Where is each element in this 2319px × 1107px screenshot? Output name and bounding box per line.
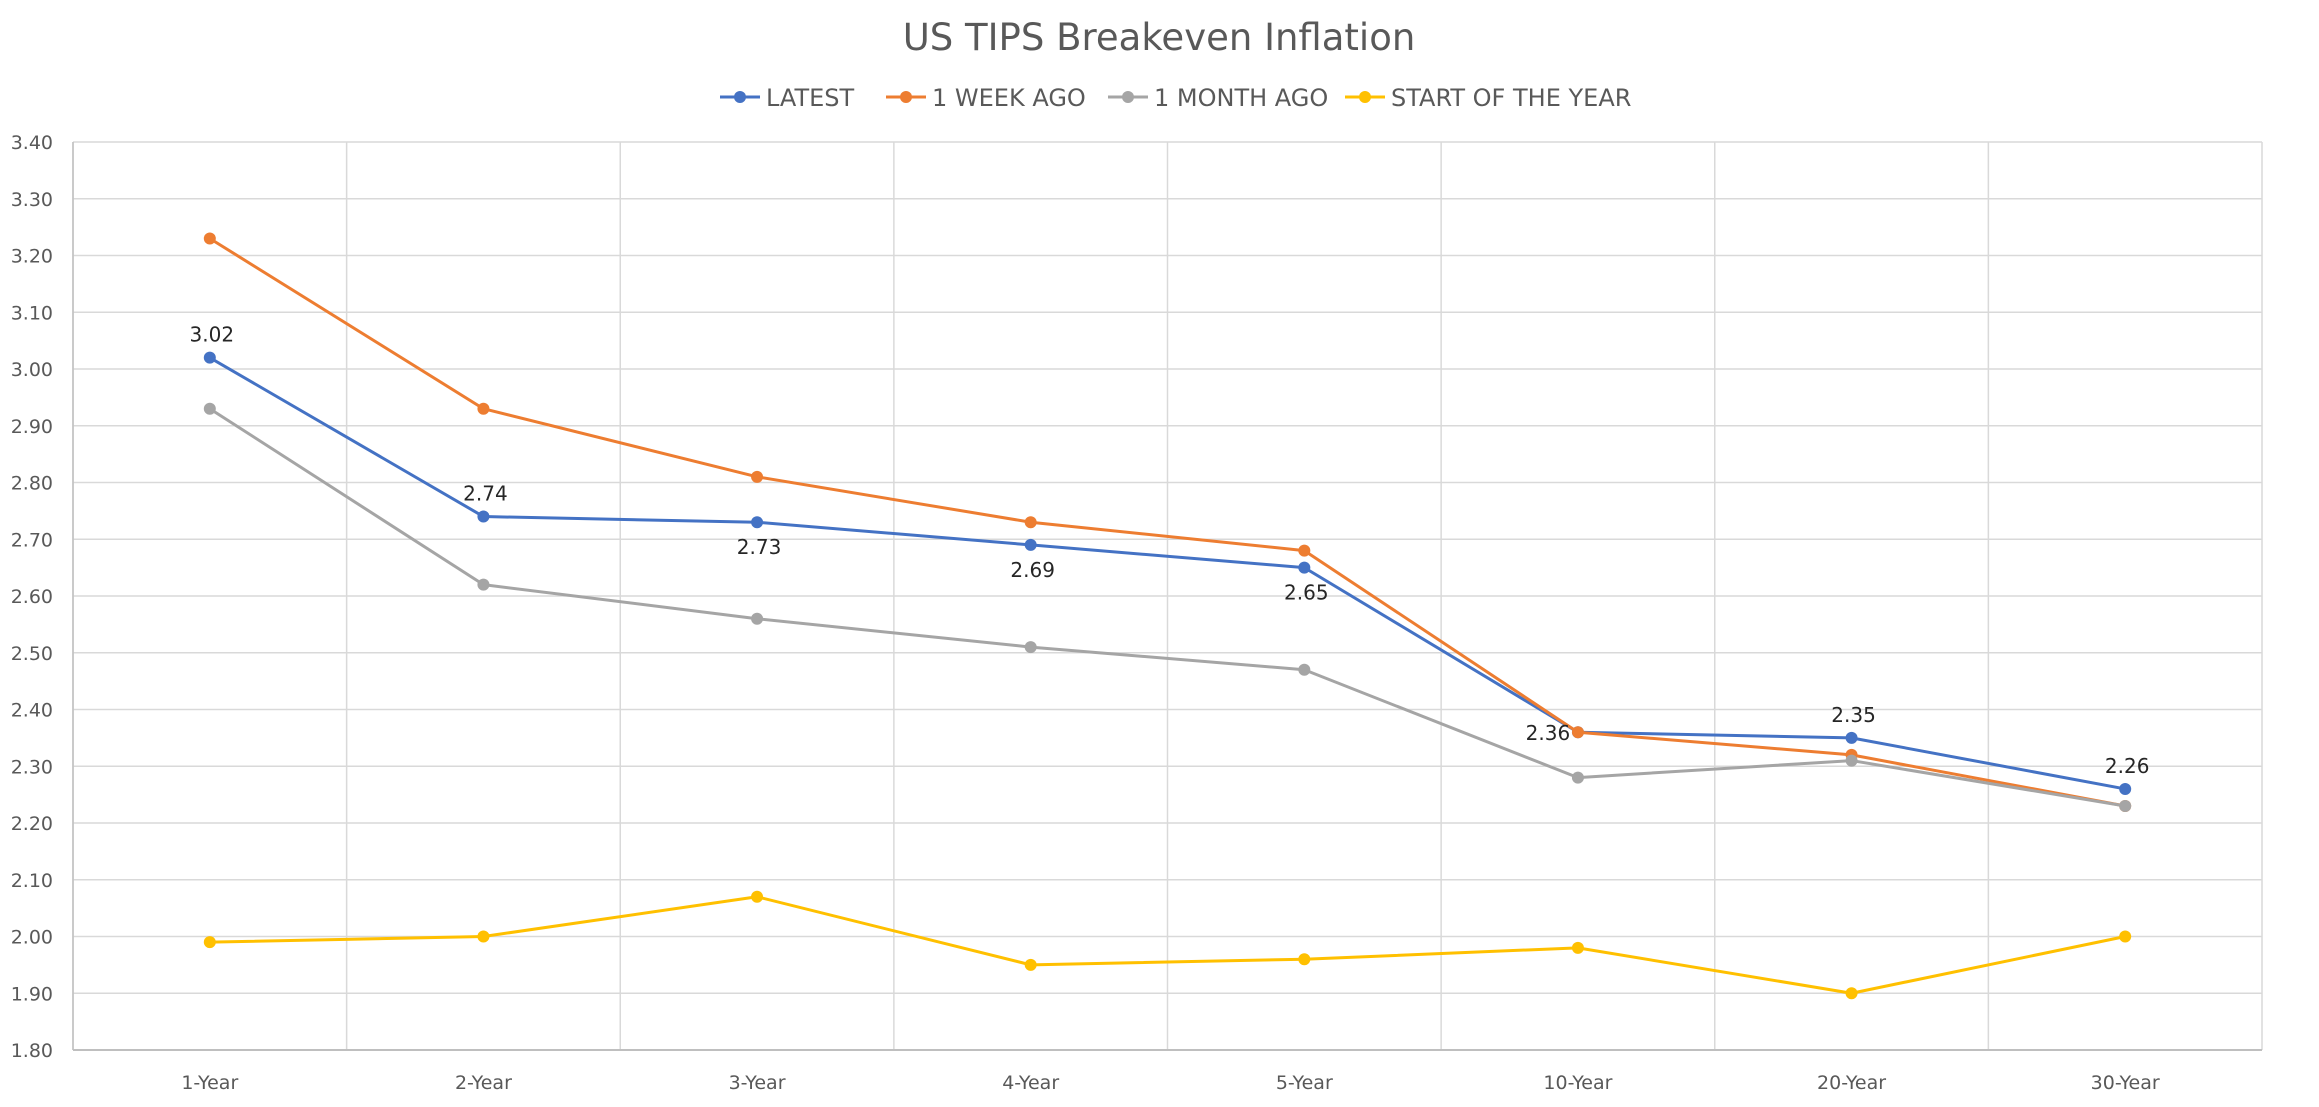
data-point [1845, 754, 1858, 767]
data-label: 2.74 [463, 482, 508, 506]
legend-marker [1359, 91, 1371, 103]
data-labels: 3.02 2.74 2.73 2.69 2.65 2.36 2.35 2.26 [190, 323, 2150, 778]
data-point [1024, 958, 1037, 971]
data-point [751, 890, 764, 903]
data-label: 2.35 [1831, 703, 1876, 727]
y-tick-label: 2.40 [11, 700, 53, 722]
legend-label: START OF THE YEAR [1391, 84, 1631, 112]
y-tick-label: 3.00 [11, 359, 53, 381]
x-tick-label: 30-Year [2091, 1072, 2160, 1094]
data-point [1298, 544, 1311, 557]
data-point [1571, 771, 1584, 784]
y-tick-label: 2.10 [11, 870, 53, 892]
x-axis-ticks: 1-Year 2-Year 3-Year 4-Year 5-Year 10-Year 20-… [181, 1072, 2160, 1094]
data-point [203, 936, 216, 949]
y-axis-ticks: 1.80 1.90 2.00 2.10 2.20 2.30 2.40 2.50 2.60 2.70… [11, 132, 53, 1062]
data-label: 2.26 [2105, 754, 2150, 778]
data-point [751, 612, 764, 625]
data-point [2119, 799, 2132, 812]
y-tick-label: 1.80 [11, 1040, 53, 1062]
data-point [477, 402, 490, 415]
y-tick-label: 2.60 [11, 586, 53, 608]
y-tick-label: 1.90 [11, 983, 53, 1005]
legend-label: 1 WEEK AGO [932, 84, 1086, 112]
data-point [2119, 782, 2132, 795]
x-tick-label: 20-Year [1817, 1072, 1886, 1094]
chart-title: US TIPS Breakeven Inflation [903, 16, 1416, 59]
data-label: 2.73 [737, 535, 782, 559]
data-label: 2.36 [1526, 721, 1571, 745]
series-start-of-the-year [203, 890, 2132, 1000]
data-point [1298, 953, 1311, 966]
series-1-month-ago [203, 402, 2132, 812]
data-point [203, 351, 216, 364]
legend-marker [900, 91, 912, 103]
y-tick-label: 2.70 [11, 529, 53, 551]
legend-item: LATEST [720, 84, 855, 112]
data-point [1845, 731, 1858, 744]
data-point [203, 402, 216, 415]
data-point [1571, 941, 1584, 954]
y-tick-label: 2.20 [11, 813, 53, 835]
data-point [1571, 726, 1584, 739]
data-point [203, 232, 216, 245]
x-tick-label: 3-Year [729, 1072, 786, 1094]
series-line [208, 356, 2127, 791]
data-point [1024, 538, 1037, 551]
data-point [477, 510, 490, 523]
y-tick-label: 2.00 [11, 927, 53, 949]
legend-marker [734, 91, 746, 103]
data-point [1024, 641, 1037, 654]
y-tick-label: 2.30 [11, 756, 53, 778]
x-tick-label: 4-Year [1002, 1072, 1059, 1094]
data-point [1845, 987, 1858, 1000]
data-point [477, 578, 490, 591]
y-tick-label: 3.40 [11, 132, 53, 154]
x-tick-label: 5-Year [1276, 1072, 1333, 1094]
series-line [208, 895, 2127, 995]
data-point [1024, 516, 1037, 529]
legend-item: 1 WEEK AGO [886, 84, 1086, 112]
x-tick-label: 1-Year [181, 1072, 238, 1094]
y-tick-label: 3.10 [11, 302, 53, 324]
series-latest [203, 351, 2132, 795]
chart-axes [72, 142, 2262, 1051]
data-point [1298, 663, 1311, 676]
series-line [208, 236, 2127, 808]
data-point [751, 516, 764, 529]
legend-item: START OF THE YEAR [1345, 84, 1631, 112]
data-label: 3.02 [190, 323, 235, 347]
legend-marker [1122, 91, 1134, 103]
legend-label: LATEST [766, 84, 855, 112]
data-label: 2.65 [1284, 581, 1329, 605]
series-line [208, 407, 2127, 808]
x-tick-label: 2-Year [455, 1072, 512, 1094]
legend-label: 1 MONTH AGO [1154, 84, 1328, 112]
data-point [751, 470, 764, 483]
y-tick-label: 2.50 [11, 643, 53, 665]
y-tick-label: 3.30 [11, 189, 53, 211]
data-label: 2.69 [1010, 558, 1055, 582]
y-tick-label: 2.80 [11, 473, 53, 495]
x-tick-label: 10-Year [1543, 1072, 1612, 1094]
data-point [1298, 561, 1311, 574]
grid-lines [72, 141, 2263, 1051]
legend-item: 1 MONTH AGO [1108, 84, 1328, 112]
y-tick-label: 3.20 [11, 246, 53, 268]
chart-legend: LATEST 1 WEEK AGO 1 MONTH AGO START OF THE … [720, 84, 1631, 112]
data-point [2119, 930, 2132, 943]
series-layer [203, 232, 2132, 1000]
y-tick-label: 2.90 [11, 416, 53, 438]
data-point [477, 930, 490, 943]
